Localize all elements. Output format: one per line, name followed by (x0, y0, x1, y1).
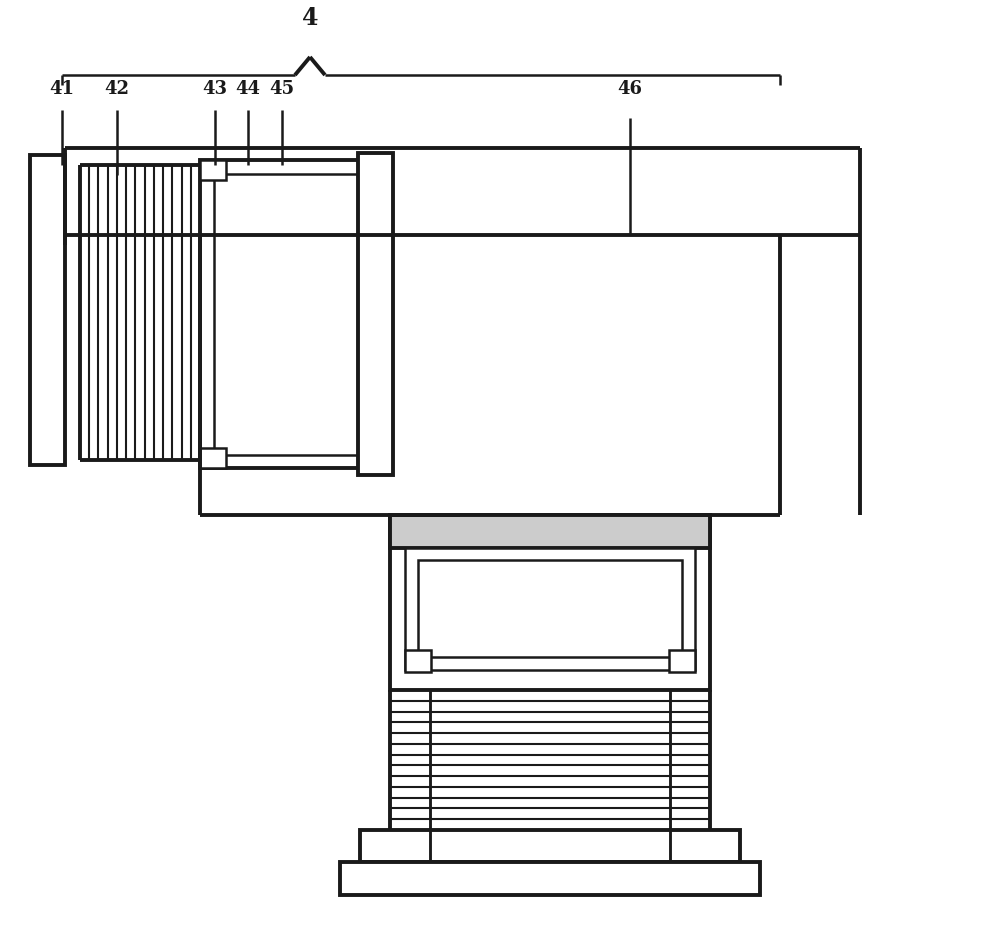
Bar (214, 174, 358, 455)
Bar (390, 515, 710, 548)
Bar (669, 650, 695, 672)
Text: 46: 46 (618, 80, 642, 98)
Bar (358, 153, 393, 475)
Bar (360, 830, 740, 862)
Bar (200, 160, 385, 468)
Bar (405, 548, 695, 670)
Bar (390, 515, 710, 690)
Bar (340, 862, 760, 895)
Bar (418, 560, 682, 657)
Text: 4: 4 (302, 6, 318, 30)
Text: 43: 43 (202, 80, 228, 98)
Text: 42: 42 (104, 80, 130, 98)
Bar (200, 448, 226, 468)
Bar (200, 160, 226, 180)
Text: 41: 41 (50, 80, 74, 98)
Bar (405, 650, 431, 672)
Text: 45: 45 (269, 80, 295, 98)
Text: 44: 44 (236, 80, 260, 98)
Bar (30, 155, 65, 465)
